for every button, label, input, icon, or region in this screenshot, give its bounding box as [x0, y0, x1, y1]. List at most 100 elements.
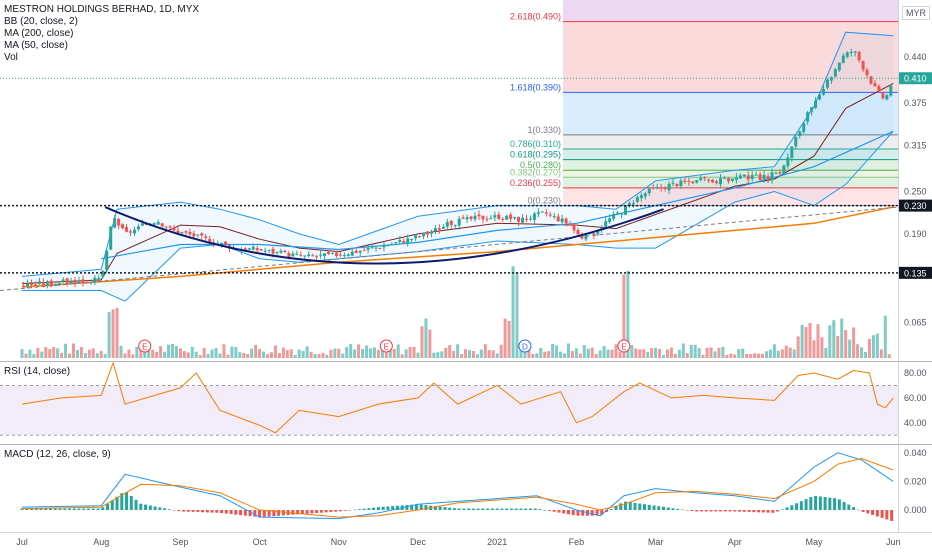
candle-body — [457, 218, 461, 226]
macd-histogram-bar — [880, 510, 884, 518]
macd-histogram-bar — [334, 510, 338, 512]
legend-ma200[interactable]: MA (200, close) — [4, 28, 74, 39]
candle-body — [881, 92, 885, 99]
candle-body — [473, 215, 477, 220]
candle-body — [295, 253, 299, 255]
volume-bar — [729, 353, 733, 358]
macd-histogram-bar — [186, 510, 190, 512]
candle-body — [829, 77, 833, 81]
candle-body — [132, 229, 136, 234]
volume-bar — [523, 350, 527, 358]
volume-bar — [56, 348, 60, 358]
candle-body — [263, 250, 267, 252]
volume-bar — [464, 349, 468, 358]
fib-label: 0.236(0.255) — [510, 178, 561, 188]
macd-title[interactable]: MACD (12, 26, close, 9) — [4, 449, 111, 460]
macd-signal-line — [21, 457, 894, 518]
macd-histogram-bar — [191, 510, 195, 512]
candle-body — [204, 236, 208, 238]
volume-bar — [250, 348, 254, 358]
volume-bar — [594, 353, 598, 358]
candle-body — [164, 226, 168, 228]
volume-bar — [281, 347, 285, 358]
volume-bar — [808, 323, 812, 358]
volume-bar — [598, 350, 602, 358]
candle-body — [517, 216, 521, 222]
price-tick-label: 0.065 — [904, 317, 927, 327]
candle-body — [275, 251, 279, 253]
macd-legend: MACD (12, 26, close, 9) — [4, 449, 111, 461]
rsi-title[interactable]: RSI (14, close) — [4, 366, 71, 377]
volume-bar — [860, 347, 864, 358]
candle-body — [346, 254, 350, 256]
macd-histogram-bar — [795, 503, 799, 510]
volume-bar — [107, 312, 111, 358]
volume-bar — [658, 349, 662, 358]
candle-body — [509, 214, 513, 220]
macd-histogram-bar — [524, 508, 528, 510]
volume-bar — [460, 353, 464, 358]
candle-body — [631, 203, 635, 205]
volume-bar — [40, 351, 44, 358]
macd-histogram-bar — [552, 510, 556, 512]
rounding-bottom-curve — [104, 206, 664, 265]
volume-bar — [214, 347, 218, 358]
candle-body — [220, 242, 224, 245]
candle-body — [287, 253, 291, 257]
volume-bar — [174, 346, 178, 358]
rsi-line — [21, 361, 894, 434]
macd-histogram-bar — [101, 507, 105, 510]
volume-bar — [24, 353, 28, 358]
candle-body — [853, 51, 857, 53]
macd-histogram-bar — [856, 509, 860, 511]
currency-button[interactable]: MYR — [902, 6, 930, 20]
price-tick-label: 0.315 — [904, 140, 927, 150]
volume-bar — [186, 352, 190, 358]
macd-histogram-bar — [153, 506, 157, 510]
time-tick-label: Dec — [410, 537, 427, 547]
macd-histogram-bar — [338, 510, 342, 512]
macd-tick-label: 0.040 — [904, 448, 927, 458]
macd-histogram-bar — [34, 508, 38, 510]
legend-vol[interactable]: Vol — [4, 52, 18, 63]
candle-body — [762, 175, 766, 180]
legend-ma50[interactable]: MA (50, close) — [4, 40, 68, 51]
macd-histogram-bar — [49, 508, 53, 510]
volume-bar — [590, 347, 594, 358]
macd-histogram-bar — [172, 510, 176, 511]
candle-body — [774, 172, 778, 174]
macd-histogram-bar — [210, 510, 214, 513]
macd-histogram-bar — [243, 510, 247, 516]
candle-body — [57, 283, 61, 286]
macd-histogram-bar — [272, 510, 276, 517]
event-marker — [379, 339, 393, 353]
volume-bar — [52, 346, 56, 358]
macd-pane[interactable] — [0, 446, 898, 532]
macd-histogram-bar — [110, 500, 114, 510]
fib-label: 2.618(0.490) — [510, 12, 561, 22]
macd-histogram-bar — [742, 510, 746, 512]
macd-histogram-bar — [386, 506, 390, 510]
candle-body — [433, 228, 437, 232]
volume-bar — [681, 343, 685, 358]
rsi-series — [0, 361, 898, 436]
macd-histogram-bar — [315, 510, 319, 514]
macd-histogram-bar — [785, 507, 789, 510]
legend-symbol[interactable]: MESTRON HOLDINGS BERHAD, 1D, MYX — [4, 4, 200, 15]
candle-body — [564, 218, 568, 224]
volume-bar — [60, 352, 64, 358]
volume-bar — [566, 343, 570, 358]
macd-histogram-bar — [719, 510, 723, 512]
macd-histogram-bar — [419, 504, 423, 510]
volume-bar — [570, 350, 574, 358]
volume-bar — [313, 354, 317, 358]
candle-body — [152, 223, 156, 225]
macd-histogram-bar — [709, 510, 713, 512]
volume-bar — [194, 351, 198, 358]
candle-body — [299, 254, 303, 256]
volume-bar — [325, 354, 329, 358]
candle-body — [746, 175, 750, 180]
legend-bb[interactable]: BB (20, close, 2) — [4, 16, 78, 27]
